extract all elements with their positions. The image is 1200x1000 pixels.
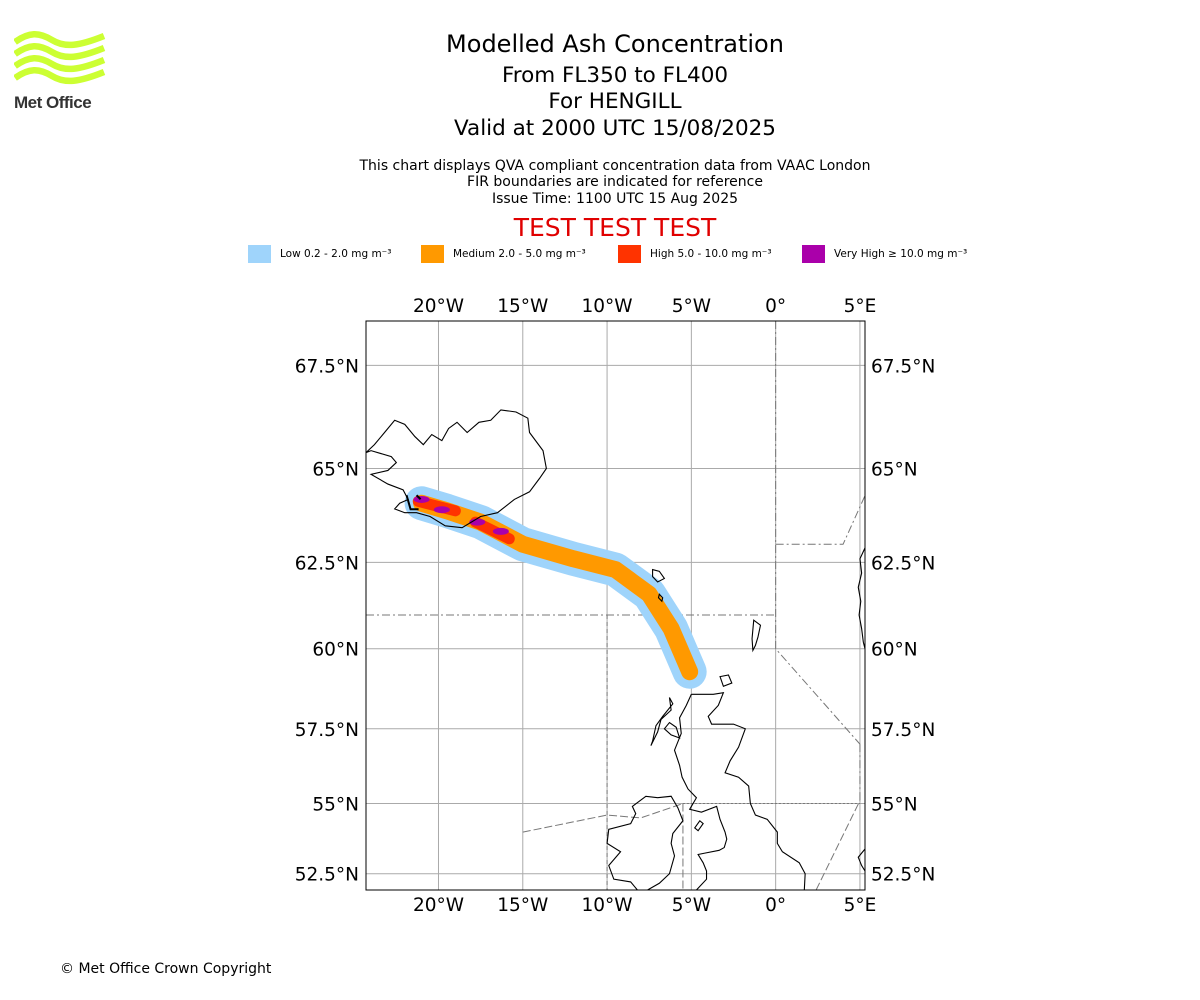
- lat-tick-label-right: 62.5°N: [871, 553, 935, 574]
- lon-tick-label-top: 0°: [765, 296, 786, 317]
- axis-tick-labels: 20°W 20°W 15°W 15°W 10°W 10°W 5°W 5°W 0° 0° 5°E 5°E…: [295, 296, 936, 916]
- coastline: [657, 593, 664, 603]
- legend-item-medium: Medium 2.0 - 5.0 mg m⁻³: [421, 244, 586, 263]
- coastline: [652, 568, 666, 583]
- coastline: [663, 721, 681, 739]
- legend-item-high: High 5.0 - 10.0 mg m⁻³: [618, 244, 772, 263]
- copyright: © Met Office Crown Copyright: [60, 961, 272, 977]
- legend-item-low: Low 0.2 - 2.0 mg m⁻³: [248, 244, 391, 263]
- lat-tick-label-left: 52.5°N: [295, 865, 359, 886]
- coastline: [366, 409, 547, 529]
- coastline: [857, 848, 865, 872]
- logo-wave: [13, 67, 106, 85]
- ash-very-high-patch: [413, 495, 430, 503]
- lat-tick-label-left: 62.5°N: [295, 553, 359, 574]
- legend-swatch-low: [248, 244, 271, 263]
- legend-label-medium: Medium 2.0 - 5.0 mg m⁻³: [453, 247, 586, 260]
- logo-wave: [13, 31, 106, 49]
- coastline: [606, 795, 684, 890]
- legend-item-very-high: Very High ≥ 10.0 mg m⁻³: [802, 244, 967, 263]
- coastline: [691, 691, 806, 890]
- logo-wave: [13, 55, 106, 73]
- lat-tick-label-right: 60°N: [871, 640, 918, 661]
- lat-tick-label-right: 57.5°N: [871, 720, 935, 741]
- chart-title: Modelled Ash Concentration: [446, 30, 784, 58]
- lat-tick-label-left: 57.5°N: [295, 720, 359, 741]
- lon-tick-label-bottom: 10°W: [582, 895, 633, 916]
- logo-wave: [13, 43, 106, 61]
- lon-tick-label-bottom: 20°W: [413, 895, 464, 916]
- coastline: [650, 697, 674, 746]
- lat-tick-label-left: 55°N: [312, 795, 359, 816]
- fir-boundary-line: [775, 495, 865, 545]
- issue-time: Issue Time: 1100 UTC 15 Aug 2025: [491, 191, 739, 207]
- lat-tick-label-right: 52.5°N: [871, 865, 935, 886]
- legend-swatch-high: [618, 244, 641, 263]
- fir-note: FIR boundaries are indicated for referen…: [467, 174, 763, 190]
- ash-plume: [404, 486, 707, 689]
- legend-label-very-high: Very High ≥ 10.0 mg m⁻³: [834, 247, 968, 260]
- svg-text:Met Office: Met Office: [14, 93, 91, 112]
- lat-tick-label-right: 65°N: [871, 459, 918, 480]
- coastline: [673, 694, 728, 890]
- lat-tick-label-left: 67.5°N: [295, 356, 359, 377]
- map-frame: [365, 320, 866, 891]
- lon-tick-label-top: 10°W: [582, 296, 633, 317]
- fir-boundary-line: [815, 800, 861, 890]
- lon-tick-label-top: 15°W: [497, 296, 548, 317]
- volcano-marker: [405, 494, 422, 511]
- legend-label-low: Low 0.2 - 2.0 mg m⁻³: [280, 247, 392, 260]
- lat-tick-label-right: 67.5°N: [871, 356, 935, 377]
- volcano-name: For HENGILL: [548, 89, 682, 114]
- lon-tick-label-top: 5°W: [672, 296, 711, 317]
- qva-description: This chart displays QVA compliant concen…: [359, 158, 871, 174]
- met-office-wave-icon: Met Office: [13, 31, 106, 112]
- lat-tick-label-left: 60°N: [312, 640, 359, 661]
- lon-tick-label-bottom: 15°W: [497, 895, 548, 916]
- lon-tick-label-bottom: 0°: [765, 895, 786, 916]
- lon-tick-label-bottom: 5°E: [844, 895, 877, 916]
- coastline: [751, 619, 762, 653]
- met-office-logo: Met Office: [13, 30, 108, 112]
- gridlines: [366, 321, 865, 890]
- lat-tick-label-left: 65°N: [312, 459, 359, 480]
- lon-tick-label-bottom: 5°W: [672, 895, 711, 916]
- coastline: [693, 819, 704, 832]
- coastline: [719, 674, 733, 687]
- legend-label-high: High 5.0 - 10.0 mg m⁻³: [650, 247, 772, 260]
- fir-boundaries: [366, 321, 865, 890]
- test-banner: TEST TEST TEST: [513, 213, 717, 242]
- lat-tick-label-right: 55°N: [871, 795, 918, 816]
- fir-boundary-line: [775, 321, 861, 745]
- valid-time: Valid at 2000 UTC 15/08/2025: [453, 116, 776, 141]
- coastlines: [366, 409, 865, 890]
- legend-swatch-medium: [421, 244, 444, 263]
- flight-level-range: From FL350 to FL400: [501, 63, 729, 88]
- ash-very-high-patch: [492, 527, 509, 535]
- ash-very-high-patch: [433, 506, 450, 514]
- coastline: [857, 547, 865, 649]
- lon-tick-label-top: 20°W: [413, 296, 464, 317]
- legend-swatch-very-high: [802, 244, 825, 263]
- fir-boundary-line: [522, 803, 684, 833]
- lon-tick-label-top: 5°E: [844, 296, 877, 317]
